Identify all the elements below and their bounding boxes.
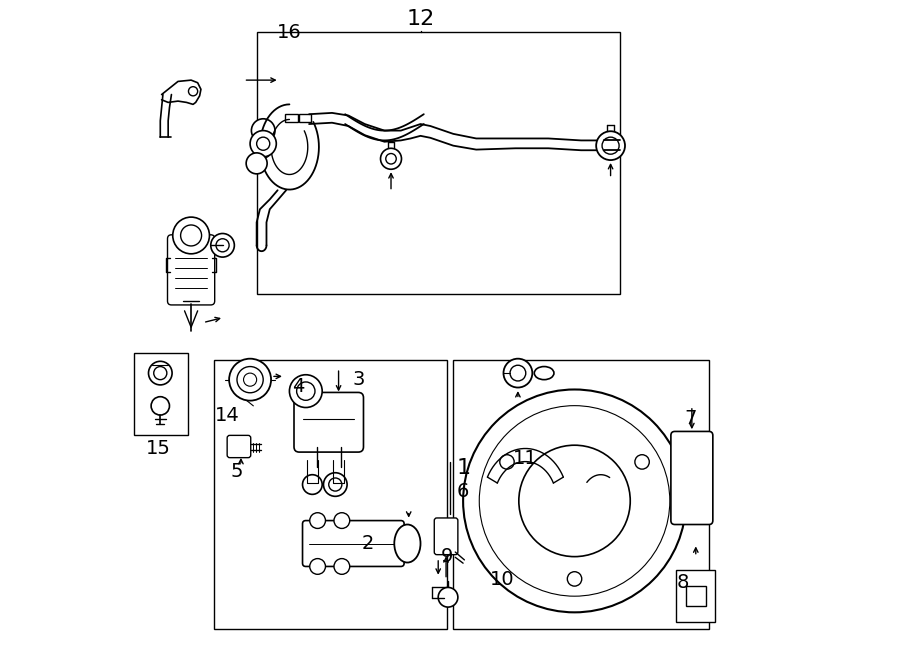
Circle shape <box>188 87 198 96</box>
Circle shape <box>510 366 526 381</box>
Text: 11: 11 <box>513 449 538 468</box>
Circle shape <box>334 513 350 528</box>
Circle shape <box>290 375 322 408</box>
Circle shape <box>334 559 350 574</box>
FancyBboxPatch shape <box>435 518 458 555</box>
Circle shape <box>244 373 256 386</box>
Circle shape <box>250 131 276 157</box>
Circle shape <box>678 500 685 508</box>
Circle shape <box>503 359 532 387</box>
Circle shape <box>247 153 267 174</box>
Text: 9: 9 <box>440 547 453 566</box>
Circle shape <box>173 217 210 254</box>
Text: 3: 3 <box>352 370 365 389</box>
Ellipse shape <box>535 367 554 379</box>
Circle shape <box>698 500 706 508</box>
Circle shape <box>151 397 169 415</box>
Text: 10: 10 <box>491 570 515 589</box>
Circle shape <box>181 225 202 246</box>
Text: 8: 8 <box>677 573 688 592</box>
Circle shape <box>297 382 315 401</box>
FancyBboxPatch shape <box>294 393 364 452</box>
Circle shape <box>464 389 686 612</box>
Circle shape <box>216 239 230 252</box>
Circle shape <box>310 559 326 574</box>
Circle shape <box>310 513 326 528</box>
Circle shape <box>302 475 322 494</box>
Bar <box>134 354 188 436</box>
Circle shape <box>500 455 514 469</box>
FancyBboxPatch shape <box>670 432 713 525</box>
Bar <box>284 114 298 122</box>
Ellipse shape <box>394 525 420 563</box>
Circle shape <box>328 478 342 491</box>
Bar <box>214 360 446 629</box>
FancyBboxPatch shape <box>302 521 404 566</box>
Circle shape <box>251 119 275 142</box>
Bar <box>454 360 709 629</box>
Circle shape <box>698 447 706 455</box>
Bar <box>686 586 706 605</box>
Circle shape <box>480 406 670 596</box>
Text: 14: 14 <box>215 407 239 425</box>
Circle shape <box>634 455 649 469</box>
Text: 6: 6 <box>456 482 469 500</box>
Text: 4: 4 <box>292 377 304 396</box>
FancyBboxPatch shape <box>167 235 215 305</box>
Circle shape <box>256 137 270 150</box>
Bar <box>299 114 311 122</box>
Bar <box>676 570 716 622</box>
Circle shape <box>154 367 166 379</box>
Circle shape <box>256 142 271 158</box>
Circle shape <box>567 572 581 586</box>
Circle shape <box>386 153 396 164</box>
Ellipse shape <box>682 452 701 504</box>
Text: 15: 15 <box>146 439 171 458</box>
Text: 7: 7 <box>684 409 697 428</box>
Text: 1: 1 <box>456 458 471 478</box>
Bar <box>256 32 620 294</box>
FancyBboxPatch shape <box>227 436 251 457</box>
Circle shape <box>237 367 263 393</box>
Circle shape <box>596 132 625 160</box>
Circle shape <box>438 588 458 607</box>
Circle shape <box>381 148 401 169</box>
Text: 5: 5 <box>230 462 243 481</box>
Text: 2: 2 <box>362 534 374 553</box>
Circle shape <box>518 446 630 557</box>
Text: 16: 16 <box>277 22 302 42</box>
Circle shape <box>211 233 234 257</box>
Circle shape <box>230 359 271 401</box>
Circle shape <box>678 447 685 455</box>
Text: 12: 12 <box>407 9 435 29</box>
Circle shape <box>602 137 619 154</box>
FancyBboxPatch shape <box>688 492 711 522</box>
Circle shape <box>148 362 172 385</box>
Circle shape <box>323 473 347 496</box>
